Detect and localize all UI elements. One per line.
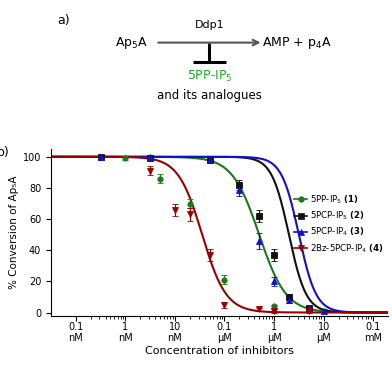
Legend: 5PP-IP$_5$ $\mathbf{(1)}$, 5PCP-IP$_5$ $\mathbf{(2)}$, 5PCP-IP$_4$ $\mathbf{(3)}: 5PP-IP$_5$ $\mathbf{(1)}$, 5PCP-IP$_5$ $… bbox=[294, 193, 384, 255]
Text: Ap$_5$A: Ap$_5$A bbox=[115, 34, 148, 51]
X-axis label: Concentration of inhibitors: Concentration of inhibitors bbox=[145, 346, 294, 356]
Text: Ddp1: Ddp1 bbox=[194, 20, 224, 30]
Text: b): b) bbox=[0, 146, 10, 159]
Y-axis label: % Conversion of Ap₅A: % Conversion of Ap₅A bbox=[9, 175, 19, 289]
Text: a): a) bbox=[58, 14, 70, 28]
Text: AMP + p$_4$A: AMP + p$_4$A bbox=[262, 34, 332, 51]
Text: 5PP-IP$_5$: 5PP-IP$_5$ bbox=[187, 69, 232, 84]
Text: and its analogues: and its analogues bbox=[157, 89, 262, 102]
